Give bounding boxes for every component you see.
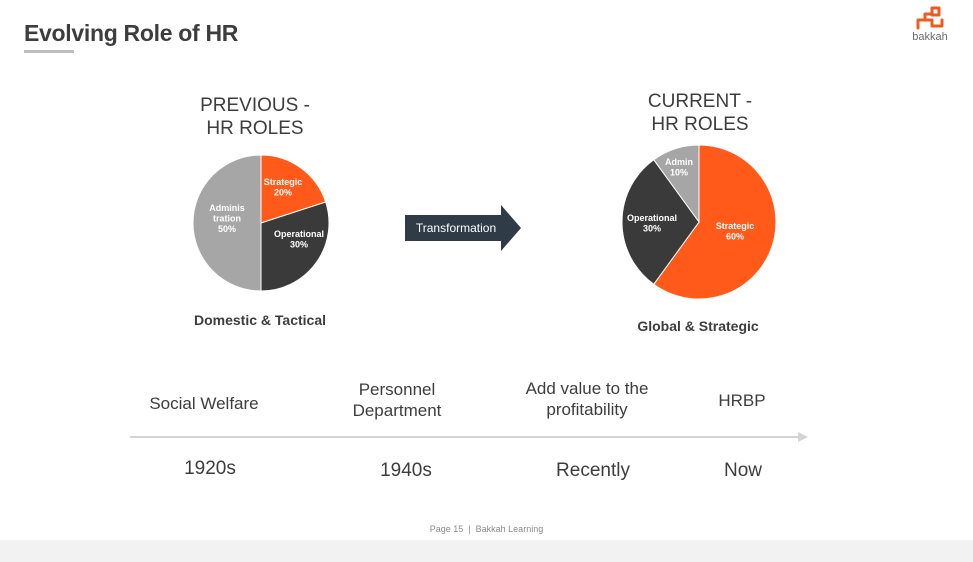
timeline-era: 1940s [380, 460, 432, 481]
slide-title: Evolving Role of HR [24, 20, 239, 46]
pie-slice-strategic [653, 144, 777, 300]
transformation-arrow-shape [405, 205, 521, 251]
current-roles-pie-chart: Strategic 60% Operational 30% Admin 10% [621, 144, 777, 300]
footer-org: Bakkah Learning [475, 524, 544, 534]
current-caption: Global & Strategic [637, 318, 759, 334]
timeline-era: Recently [556, 460, 630, 481]
current-heading-line2: HR ROLES [651, 114, 749, 135]
timeline-stage-label: Personnel Department [322, 379, 472, 421]
stage-label-line2: profitability [546, 400, 628, 419]
timeline-arrowhead [798, 432, 808, 442]
stage-label-line1: HRBP [718, 391, 766, 410]
logo-mark-icon [916, 6, 944, 30]
transformation-label: Transformation [416, 221, 496, 235]
transformation-arrow: Transformation [405, 205, 521, 251]
pie-slice-operational [621, 159, 700, 285]
previous-heading: PREVIOUS - HR ROLES [160, 94, 350, 140]
bottom-band [0, 540, 973, 562]
stage-label-line1: Add value to the [525, 379, 649, 398]
stage-label-line2: Department [352, 401, 442, 420]
timeline-line [130, 436, 800, 438]
footer-separator: | [468, 524, 471, 534]
timeline-stage-label: Social Welfare [130, 393, 278, 414]
timeline-stage-label: HRBP [700, 390, 784, 411]
timeline-stage-label: Add value to the profitability [507, 378, 667, 420]
pie-slice-label: Adminis tration 50% [209, 203, 245, 234]
pie-slice-label: Operational 30% [274, 229, 324, 250]
stage-label-line1: Personnel [358, 380, 436, 399]
current-heading: CURRENT - HR ROLES [605, 90, 795, 136]
footer: Page 15 | Bakkah Learning [0, 524, 973, 534]
previous-roles-pie-chart: Strategic 20% Operational 30% Adminis tration… [192, 154, 330, 292]
pie-slice-label: Strategic 20% [264, 177, 303, 198]
pie-slice-label: Admin 10% [665, 157, 693, 178]
timeline-era: 1920s [184, 458, 236, 479]
stage-label-line1: Social Welfare [149, 394, 259, 413]
previous-heading-line1: PREVIOUS - [200, 95, 310, 116]
current-heading-line1: CURRENT - [647, 91, 753, 112]
footer-page: Page 15 [429, 524, 464, 534]
previous-heading-line2: HR ROLES [206, 118, 304, 139]
title-underline [24, 50, 74, 53]
pie-slice-label: Operational 30% [627, 213, 677, 234]
pie-slice-operational [260, 201, 330, 292]
pie-slice-strategic [260, 154, 327, 224]
timeline-era: Now [723, 460, 762, 481]
previous-caption: Domestic & Tactical [193, 312, 326, 328]
logo-text: bakkah [912, 31, 948, 43]
pie-slice-adminis [192, 154, 262, 292]
pie-slice-label: Strategic 60% [716, 221, 755, 242]
pie-slice-admin [653, 144, 700, 224]
bakkah-logo: bakkah [907, 6, 953, 43]
